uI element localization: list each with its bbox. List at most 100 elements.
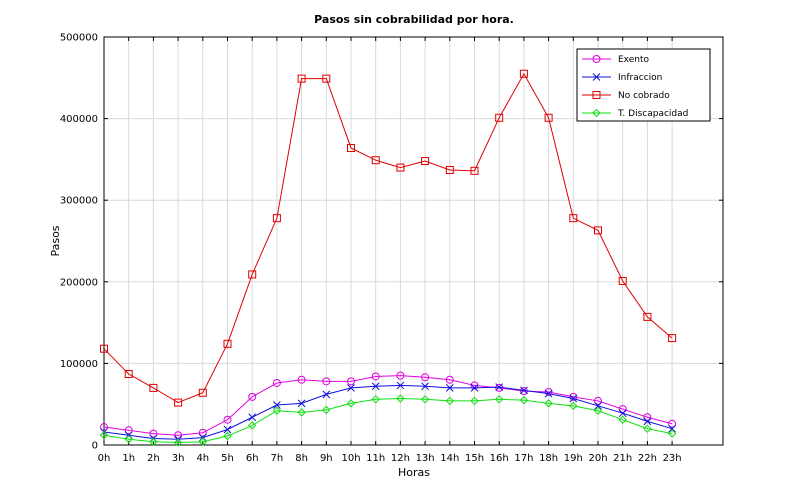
series-lines xyxy=(99,69,677,447)
data-point-x xyxy=(594,401,602,410)
x-axis-ticks: 0h 1h 2h 3h 4h 5h 6h 7h 8h 9h 10h 11h 12h 13h 14h 15h 16… xyxy=(98,37,682,464)
data-point-circle xyxy=(668,419,677,428)
data-point-square xyxy=(643,312,652,321)
x-tick-label: 5h xyxy=(221,453,234,464)
data-point-diamond xyxy=(618,415,627,424)
data-point-circle xyxy=(124,426,133,435)
series-line xyxy=(103,375,673,436)
legend-entry: Infraccion xyxy=(582,73,662,83)
data-point-circle xyxy=(371,372,380,381)
data-point-x xyxy=(544,389,553,398)
data-point-circle xyxy=(421,373,430,382)
data-point-square xyxy=(272,214,281,223)
data-point-x xyxy=(248,413,257,422)
data-point-circle xyxy=(297,375,306,384)
x-tick-label: 18h xyxy=(539,453,558,464)
x-tick-label: 8h xyxy=(295,453,308,464)
data-point-square xyxy=(618,276,627,285)
legend-entry: Exento xyxy=(582,55,650,65)
data-point-x xyxy=(470,384,479,392)
data-point-x xyxy=(347,384,355,392)
data-point-square xyxy=(322,74,331,83)
legend-label: No cobrado xyxy=(618,91,670,101)
data-point-square xyxy=(297,74,306,83)
data-point-diamond xyxy=(346,399,356,408)
data-point-circle xyxy=(445,375,454,384)
data-point-diamond xyxy=(569,401,578,411)
y-tick-label: 0 xyxy=(92,441,98,452)
x-tick-label: 6h xyxy=(246,453,259,464)
data-point-square xyxy=(544,113,553,122)
data-point-x xyxy=(223,425,232,434)
data-point-square xyxy=(519,69,528,78)
x-tick-label: 3h xyxy=(172,453,185,464)
data-point-square xyxy=(124,370,133,379)
data-point-x xyxy=(396,381,405,390)
data-point-circle xyxy=(198,428,207,437)
data-point-square xyxy=(223,339,232,348)
data-point-diamond xyxy=(593,406,603,415)
data-point-circle xyxy=(248,392,257,401)
data-point-diamond xyxy=(223,431,232,441)
data-point-x xyxy=(643,417,652,426)
series-no-cobrado xyxy=(100,69,677,407)
legend-label: Exento xyxy=(618,55,650,65)
data-point-square xyxy=(569,214,578,223)
data-point-diamond xyxy=(643,424,652,433)
plot-frame xyxy=(103,36,724,446)
series-line xyxy=(103,384,673,440)
y-axis-ticks: 0 100000 200000 300000 400000 500000 xyxy=(60,33,723,452)
data-point-diamond xyxy=(198,437,208,446)
data-point-x xyxy=(322,390,331,399)
data-point-diamond xyxy=(420,395,430,404)
data-point-square xyxy=(594,226,602,235)
data-point-circle xyxy=(322,377,331,386)
legend: Exento Infraccion No cobrado T. Discapacida… xyxy=(576,48,711,122)
data-point-diamond xyxy=(371,395,380,404)
data-point-x xyxy=(592,73,601,81)
data-point-square xyxy=(149,383,158,392)
data-point-circle xyxy=(594,396,602,405)
data-point-circle xyxy=(592,55,601,63)
x-tick-label: 16h xyxy=(490,453,509,464)
data-point-diamond xyxy=(396,394,405,403)
y-axis-label: Pasos xyxy=(49,225,62,256)
data-point-diamond xyxy=(445,396,455,406)
legend-label: T. Discapacidad xyxy=(617,109,688,119)
data-point-diamond xyxy=(173,438,183,447)
data-point-square xyxy=(470,166,479,175)
x-tick-label: 4h xyxy=(196,453,209,464)
data-point-square xyxy=(396,163,405,172)
data-point-diamond xyxy=(297,408,306,417)
legend-entry: No cobrado xyxy=(582,91,670,101)
data-point-circle xyxy=(544,387,553,396)
data-point-square xyxy=(592,91,601,99)
data-point-circle xyxy=(569,392,578,401)
data-point-diamond xyxy=(592,108,601,118)
data-point-circle xyxy=(396,371,405,380)
x-tick-label: 19h xyxy=(564,453,583,464)
data-point-diamond xyxy=(124,435,133,444)
x-tick-label: 23h xyxy=(663,453,682,464)
data-point-x xyxy=(297,399,306,408)
data-point-square xyxy=(668,334,677,343)
data-point-square xyxy=(495,113,504,122)
series-line xyxy=(103,72,673,404)
data-point-circle xyxy=(223,415,232,424)
data-point-diamond xyxy=(149,437,158,446)
data-point-x xyxy=(445,384,454,392)
x-tick-label: 22h xyxy=(638,453,657,464)
data-point-x xyxy=(668,424,676,433)
data-point-square xyxy=(371,156,380,165)
y-tick-label: 400000 xyxy=(60,114,98,125)
data-point-circle xyxy=(272,378,281,387)
data-point-diamond xyxy=(470,396,479,406)
data-point-square xyxy=(100,344,108,353)
data-point-diamond xyxy=(322,405,331,415)
x-tick-label: 12h xyxy=(391,453,410,464)
y-tick-label: 100000 xyxy=(60,359,98,370)
chart-title: Pasos sin cobrabilidad por hora. xyxy=(314,13,514,26)
data-point-square xyxy=(421,157,430,166)
x-tick-label: 15h xyxy=(465,453,484,464)
